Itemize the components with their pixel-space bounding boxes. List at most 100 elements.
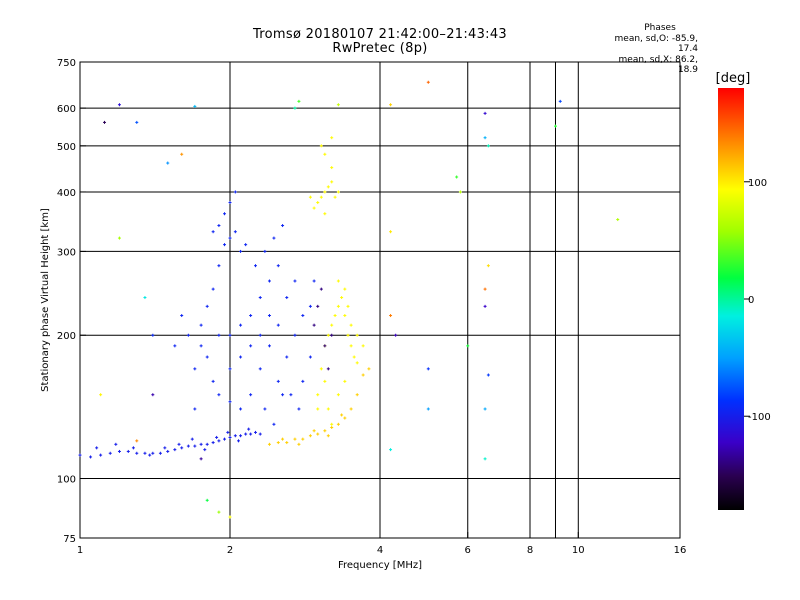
data-point [285,441,289,445]
data-point [258,296,262,300]
x-tick-label: 2 [227,545,233,556]
data-point [326,333,330,337]
data-points [78,80,620,519]
x-tick-label: 16 [674,545,687,556]
data-point [151,333,155,337]
data-point [186,444,190,448]
data-point [281,393,285,397]
y-tick-label: 600 [57,104,76,115]
data-point [217,510,221,514]
data-point [135,439,139,443]
data-point [211,287,215,291]
data-point [180,446,184,450]
data-point [346,304,350,308]
y-axis-ticks: 75 100 200 300 400 500 600 750 [57,58,86,545]
data-point [319,195,323,199]
data-point [78,453,82,457]
data-point [389,448,393,452]
data-point [103,120,107,124]
data-point [217,393,221,397]
data-point [276,441,280,445]
data-point [346,333,350,337]
y-axis-label: Stationary phase Virtual Height [km] [40,208,51,392]
data-point [308,434,312,438]
data-point [367,367,371,371]
data-point [108,451,112,455]
data-point [326,367,330,371]
data-point [143,296,147,300]
data-point [349,407,353,411]
data-point [301,314,305,318]
y-tick-label: 200 [57,331,76,342]
data-point [267,344,271,348]
data-point [263,249,267,253]
data-point [330,180,334,184]
data-point [330,323,334,327]
data-point [289,393,293,397]
data-point [148,453,152,457]
data-point [361,373,365,377]
data-point [466,344,470,348]
data-point [426,407,430,411]
data-point [312,206,316,210]
data-point [117,103,121,107]
data-point [616,218,620,222]
data-point [553,124,557,128]
data-point [276,323,280,327]
colorbar [718,88,744,510]
data-point [343,314,347,318]
data-point [394,333,398,337]
data-point [239,249,243,253]
data-point [158,451,162,455]
data-point [297,407,301,411]
data-point [215,435,219,439]
data-point [483,304,487,308]
data-point [263,407,267,411]
data-point [117,449,121,453]
data-point [233,230,237,234]
data-point [151,451,155,455]
data-point [267,314,271,318]
y-tick-label: 400 [57,188,76,199]
data-point [89,455,93,459]
data-point [323,429,327,433]
data-point [135,120,139,124]
phase-stats: Phases mean, sd,O: -85.9, 17.4 mean, sd,… [600,23,698,76]
data-point [426,80,430,84]
data-point [326,185,330,189]
data-point [163,446,167,450]
data-point [330,136,334,140]
data-point [455,175,459,179]
data-point [297,99,301,103]
data-point [247,427,251,431]
data-point [236,439,240,443]
data-point [486,144,490,148]
data-point [199,442,203,446]
data-point [203,448,207,452]
data-point [95,446,99,450]
grid-lines [80,62,680,538]
x-axis-label: Frequency [MHz] [338,560,422,571]
x-tick-label: 1 [77,545,83,556]
data-point [253,430,257,434]
data-point [343,287,347,291]
data-point [276,264,280,268]
data-point [293,437,297,441]
data-point [228,400,232,404]
data-point [285,355,289,359]
data-point [193,367,197,371]
x-tick-label: 6 [465,545,471,556]
data-point [336,304,340,308]
data-point [205,355,209,359]
data-point [228,333,232,337]
data-point [323,190,327,194]
data-point [166,161,170,165]
data-point [330,166,334,170]
data-point [239,355,243,359]
data-point [349,344,353,348]
data-point [131,446,135,450]
data-point [239,434,243,438]
data-point [389,314,393,318]
data-point [326,407,330,411]
data-point [343,379,347,383]
